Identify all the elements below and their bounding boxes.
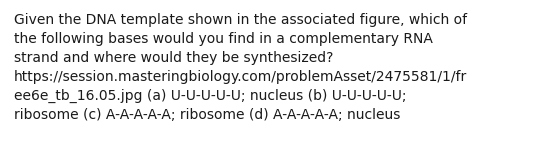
Text: Given the DNA template shown in the associated figure, which of
the following ba: Given the DNA template shown in the asso… [14, 13, 467, 122]
